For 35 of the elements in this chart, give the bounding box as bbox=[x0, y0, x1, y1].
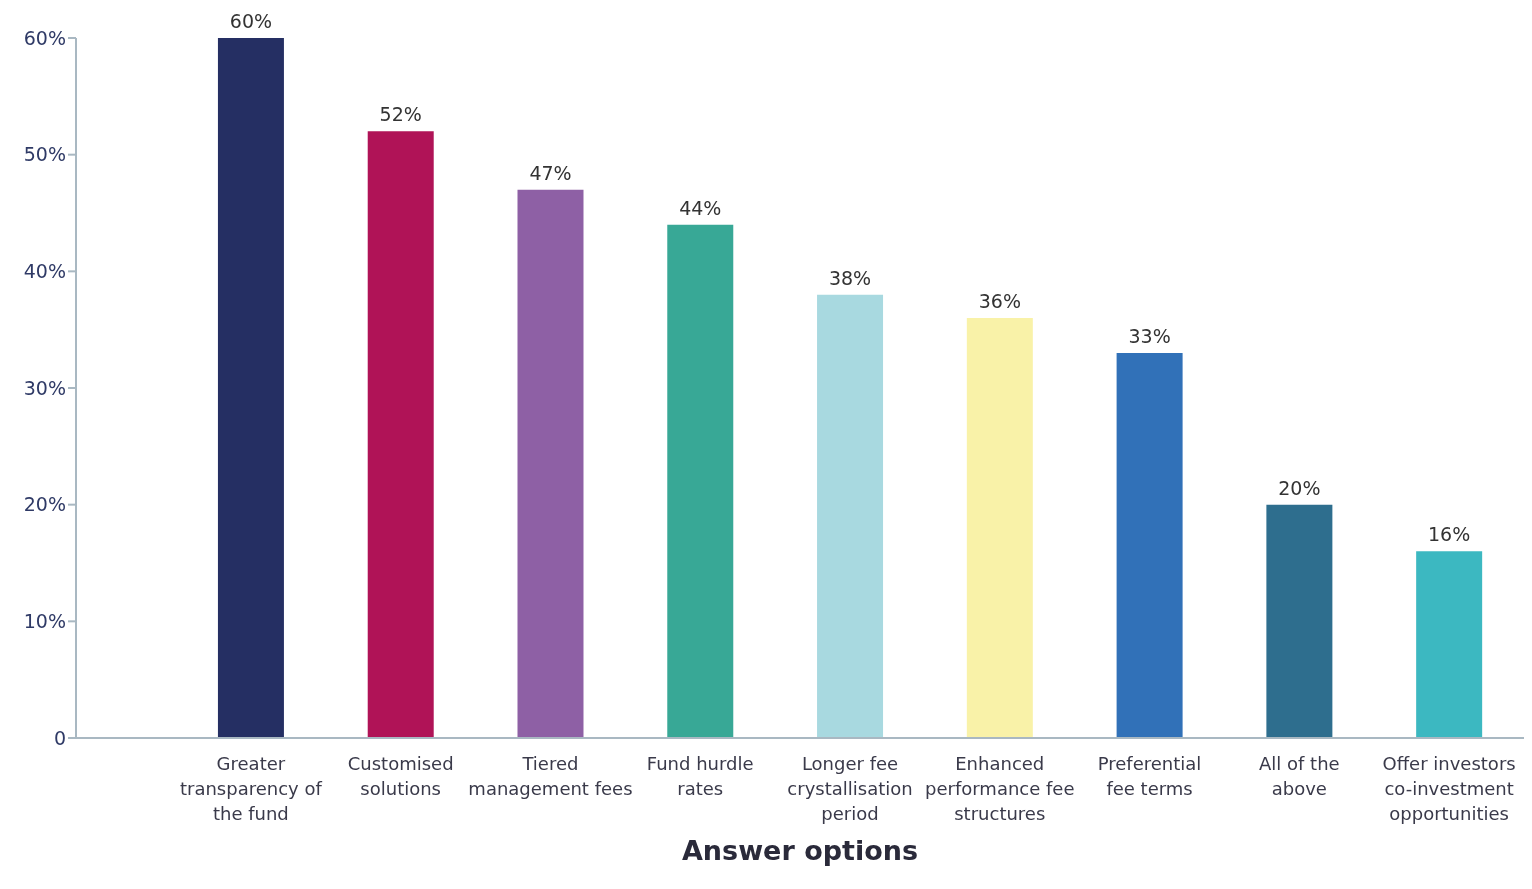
x-tick-label: Fund hurdle rates bbox=[646, 753, 754, 799]
bar bbox=[817, 294, 884, 738]
x-tick-label: Enhanced performance fee structures bbox=[925, 753, 1075, 824]
bar bbox=[667, 224, 734, 738]
bar bbox=[1416, 551, 1483, 738]
data-label: 33% bbox=[1128, 325, 1171, 347]
x-tick-label: Customised solutions bbox=[347, 753, 454, 799]
x-tick-label: Offer investors co-investment opportunities bbox=[1382, 753, 1516, 824]
bar bbox=[217, 38, 284, 738]
y-tick-label: 50% bbox=[23, 143, 66, 166]
data-label: 47% bbox=[529, 161, 572, 184]
y-tick-label: 30% bbox=[23, 376, 66, 399]
y-tick-label: 40% bbox=[23, 260, 66, 283]
data-label: 36% bbox=[978, 290, 1021, 312]
bar bbox=[1116, 353, 1183, 738]
x-tick-label: Preferential fee terms bbox=[1097, 753, 1202, 799]
x-tick-label: Greater transparency of the fund bbox=[179, 753, 323, 824]
data-label: 60% bbox=[229, 10, 273, 32]
data-label: 44% bbox=[679, 196, 722, 219]
data-label: 16% bbox=[1428, 523, 1471, 546]
bar bbox=[1266, 504, 1333, 738]
bar bbox=[367, 131, 434, 738]
data-label: 20% bbox=[1278, 476, 1321, 499]
y-tick-label: 60% bbox=[23, 26, 66, 49]
x-tick-label: Tiered management fees bbox=[468, 753, 633, 799]
x-axis-title: Answer options bbox=[681, 835, 919, 866]
y-tick-label: 20% bbox=[23, 493, 66, 516]
bar bbox=[517, 189, 584, 738]
x-tick-label: Longer fee crystallisation period bbox=[787, 753, 913, 824]
y-tick-label: 0 bbox=[53, 726, 66, 749]
bar bbox=[966, 318, 1033, 738]
x-tick-label: All of the above bbox=[1259, 753, 1340, 799]
data-label: 38% bbox=[828, 266, 872, 289]
data-label: 52% bbox=[379, 103, 422, 126]
y-tick-label: 10% bbox=[23, 610, 66, 633]
